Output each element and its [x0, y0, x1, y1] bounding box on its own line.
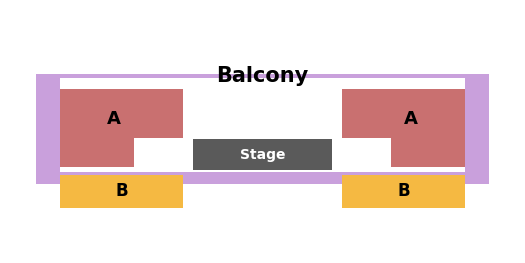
Bar	[60, 89, 183, 167]
Bar	[60, 78, 465, 172]
Bar	[134, 138, 183, 167]
Bar	[36, 74, 489, 184]
Text: A: A	[404, 110, 418, 128]
Bar	[193, 139, 332, 170]
Text: A: A	[107, 110, 121, 128]
Bar	[342, 138, 391, 167]
Text: Balcony: Balcony	[216, 65, 309, 86]
Text: B: B	[397, 182, 410, 200]
Text: B: B	[115, 182, 128, 200]
Bar	[60, 175, 183, 208]
Text: Stage: Stage	[240, 148, 285, 161]
Bar	[342, 89, 465, 167]
Bar	[342, 175, 465, 208]
